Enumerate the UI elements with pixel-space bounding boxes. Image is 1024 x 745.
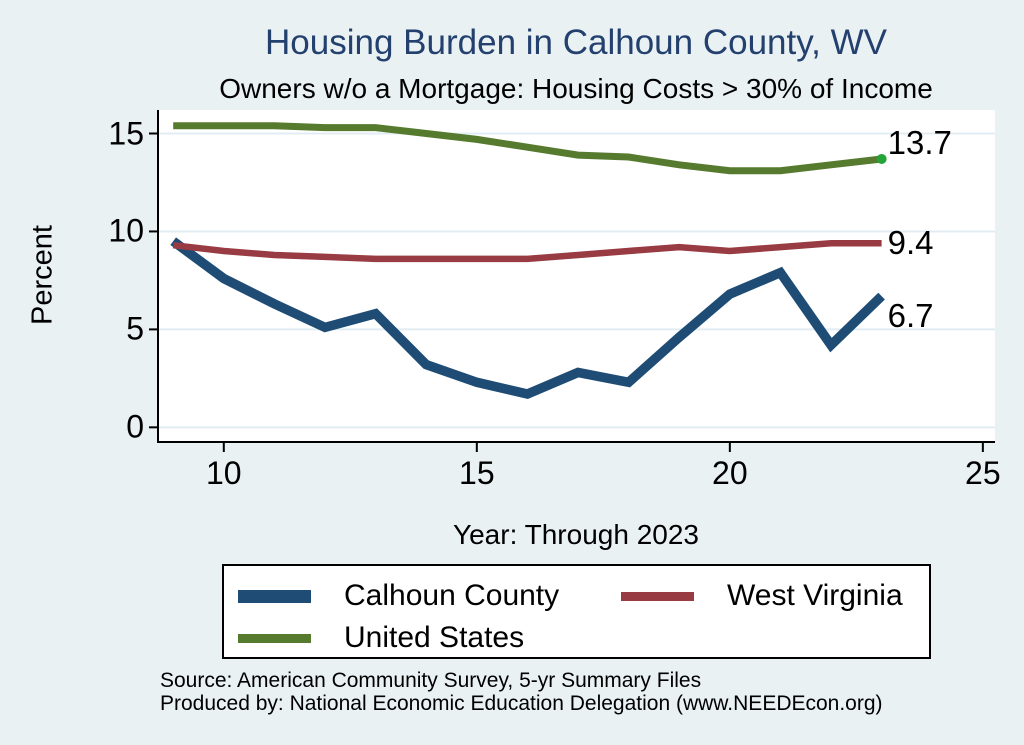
chart-title: Housing Burden in Calhoun County, WV bbox=[265, 23, 887, 62]
producer-note: Produced by: National Economic Education… bbox=[160, 692, 883, 715]
legend-label-calhoun-county: Calhoun County bbox=[344, 579, 560, 612]
legend-item-west-virginia: West Virginia bbox=[621, 576, 929, 616]
y-tick-label-10: 10 bbox=[108, 212, 144, 249]
line-chart bbox=[149, 110, 995, 452]
x-tick-label-15: 15 bbox=[459, 455, 495, 491]
legend-label-united-states: United States bbox=[344, 621, 525, 654]
united-states-line bbox=[173, 122, 882, 175]
legend-item-calhoun-county: Calhoun County bbox=[238, 576, 621, 616]
legend-label-west-virginia: West Virginia bbox=[727, 579, 903, 612]
end-label-united-states: 13.7 bbox=[887, 123, 952, 161]
end-label-west-virginia: 9.4 bbox=[887, 224, 934, 262]
y-axis-title: Percent bbox=[26, 225, 59, 325]
x-axis-title: Year: Through 2023 bbox=[453, 519, 699, 550]
source-note: Source: American Community Survey, 5-yr … bbox=[160, 669, 702, 692]
y-tick-label-0: 0 bbox=[126, 408, 144, 445]
plot-area bbox=[149, 110, 995, 452]
legend: Calhoun County West Virginia United Stat… bbox=[222, 564, 931, 659]
y-tick-label-15: 15 bbox=[108, 115, 144, 151]
calhoun-county-line bbox=[170, 237, 885, 399]
y-tick-label-5: 5 bbox=[126, 310, 144, 347]
united-states-end-dot bbox=[876, 153, 887, 164]
x-tick-label-25: 25 bbox=[965, 455, 1001, 491]
west-virginia-line bbox=[172, 239, 882, 263]
legend-item-united-states: United States bbox=[238, 618, 621, 658]
x-tick-label-20: 20 bbox=[712, 455, 748, 491]
end-label-calhoun-county: 6.7 bbox=[887, 297, 934, 335]
united-states-swatch bbox=[238, 633, 311, 643]
calhoun-county-swatch bbox=[238, 589, 311, 603]
x-tick-label-10: 10 bbox=[206, 455, 242, 491]
west-virginia-swatch bbox=[621, 591, 694, 601]
footer: Source: American Community Survey, 5-yr … bbox=[160, 669, 883, 715]
chart-subtitle: Owners w/o a Mortgage: Housing Costs > 3… bbox=[219, 73, 933, 104]
